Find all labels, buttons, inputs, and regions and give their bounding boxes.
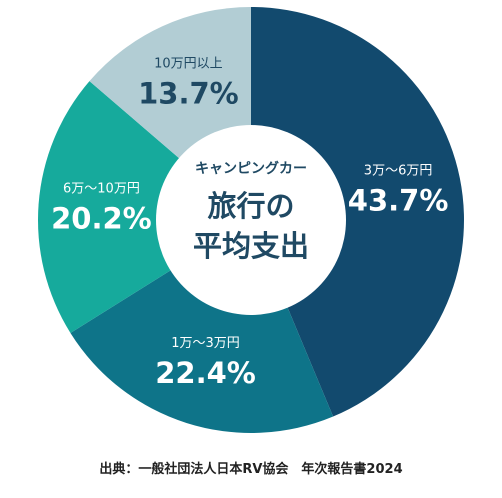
center-title-line-2: 平均支出 [193,229,309,263]
slice-1-value-label: 43.7% [348,184,449,218]
slice-1-range-label: 3万～6万円 [364,164,433,179]
slice-4-range-label: 10万円以上 [154,57,223,72]
center-subtitle: キャンピングカー [195,160,307,177]
slice-4-value-label: 13.7% [138,77,239,111]
center-title-line-1: 旅行の [207,189,294,223]
slice-2-range-label: 1万～3万円 [171,336,240,351]
slice-1 [251,7,464,417]
source-note: 出典：一般社団法人日本RV協会 年次報告書2024 [99,462,403,477]
slice-3-range-label: 6万～10万円 [63,182,140,197]
slice-3-value-label: 20.2% [51,202,152,236]
slice-labels: 3万～6万円 43.7% 1万～3万円 22.4% 6万～10万円 20.2% 10万円以上… [51,57,448,390]
donut-hole [156,125,346,315]
slice-2-value-label: 22.4% [155,356,256,390]
slice-3 [37,81,251,333]
